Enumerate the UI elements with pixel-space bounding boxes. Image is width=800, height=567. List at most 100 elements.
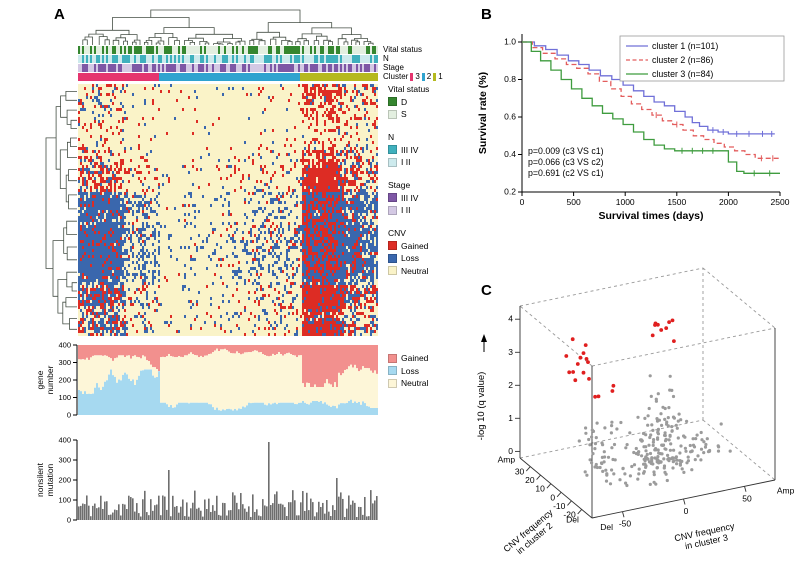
- svg-text:mutation: mutation: [45, 463, 55, 496]
- svg-text:number: number: [45, 365, 55, 394]
- svg-text:0: 0: [550, 492, 555, 502]
- svg-text:0: 0: [508, 446, 513, 456]
- x-amp-label: Amp: [777, 485, 795, 495]
- svg-text:0: 0: [67, 516, 71, 525]
- color-swatch: [388, 205, 397, 215]
- legend-title: Stage: [388, 180, 411, 190]
- row-dendrogram: [45, 91, 77, 330]
- svg-text:0.2: 0.2: [504, 187, 516, 197]
- color-swatch: [388, 253, 397, 263]
- svg-text:0.4: 0.4: [504, 149, 516, 159]
- legend-item: III IV: [388, 145, 418, 155]
- svg-text:1500: 1500: [667, 197, 686, 207]
- svg-text:2000: 2000: [719, 197, 738, 207]
- legend-item: Neutral: [388, 378, 428, 388]
- gene-number-chart: [78, 345, 378, 415]
- dendrogram-lines: [82, 9, 374, 45]
- cnv-3d-scatter-plot: 012343020100-10-20-50050AmpDelDelAmp-log…: [476, 267, 795, 562]
- color-swatch: [388, 157, 397, 167]
- svg-text:p=0.691 (c2 VS c1): p=0.691 (c2 VS c1): [528, 168, 604, 178]
- svg-text:p=0.066 (c3 VS c2): p=0.066 (c3 VS c2): [528, 157, 604, 167]
- survival-plot: 0 500 1000 1500 2000 2500 0.2 0.4 0.6 0.8 1.0 Survi…: [477, 34, 790, 222]
- y-del-label: Del: [566, 515, 579, 525]
- svg-text:nonsilent: nonsilent: [35, 462, 45, 497]
- legend-cnv: CNV Gained Loss Neutral: [388, 228, 428, 278]
- color-swatch: [388, 353, 397, 363]
- annotation-label-cluster: Cluster 3 2 1: [383, 72, 443, 81]
- cluster-2-swatch: [421, 72, 425, 81]
- legend-item-label: S: [401, 109, 407, 119]
- color-swatch: [388, 193, 397, 202]
- svg-text:400: 400: [58, 436, 71, 445]
- svg-text:4: 4: [508, 314, 513, 324]
- column-dendrogram: [82, 9, 374, 45]
- svg-text:100: 100: [58, 393, 71, 402]
- legend-item-label: III IV: [401, 144, 419, 155]
- legend-item-label: III IV: [401, 192, 419, 203]
- svg-text:200: 200: [58, 476, 71, 485]
- color-swatch: [388, 145, 397, 154]
- svg-text:2: 2: [508, 380, 513, 390]
- legend-item-label: Loss: [401, 253, 419, 263]
- legend-item: Gained: [388, 353, 428, 363]
- legend-title: N: [388, 132, 395, 142]
- annotation-label-n: N: [383, 54, 389, 63]
- svg-text:-50: -50: [619, 519, 632, 529]
- z-axis-title: -log 10 (q value): [476, 372, 487, 441]
- svg-text:300: 300: [58, 358, 71, 367]
- svg-text:10: 10: [535, 484, 545, 494]
- gene-number-axis: 0 100 200 300 400 gene number: [35, 341, 78, 420]
- scatter-points: [564, 318, 732, 488]
- y-axis-title: CNV frequencyin cluster 2: [501, 507, 561, 562]
- legend-item: Loss: [388, 253, 428, 263]
- svg-text:100: 100: [58, 496, 71, 505]
- svg-text:0: 0: [67, 411, 71, 420]
- annotation-label-text: Cluster: [383, 72, 409, 81]
- color-swatch: [388, 109, 397, 119]
- legend-item-label: D: [401, 96, 408, 107]
- legend-gene-number: Gained Loss Neutral: [388, 353, 428, 391]
- svg-text:2500: 2500: [771, 197, 790, 207]
- svg-text:cluster 3 (n=84): cluster 3 (n=84): [652, 69, 713, 79]
- color-swatch: [388, 97, 397, 106]
- legend-item: I II: [388, 205, 418, 215]
- legend-item-label: Loss: [401, 365, 419, 376]
- annotation-label-vital-status: Vital status: [383, 45, 422, 54]
- cluster-3-swatch: [410, 72, 414, 81]
- svg-text:p=0.009 (c3 VS c1): p=0.009 (c3 VS c1): [528, 146, 604, 156]
- legend: cluster 1 (n=101) cluster 2 (n=86) cluster…: [619, 35, 785, 82]
- legend-title: CNV: [388, 228, 406, 238]
- svg-text:1000: 1000: [616, 197, 635, 207]
- legend-vital-status: Vital status D S: [388, 84, 429, 122]
- svg-text:gene: gene: [35, 370, 45, 389]
- cnv-heatmap: [78, 84, 378, 336]
- svg-text:300: 300: [58, 456, 71, 465]
- curve: [522, 41, 775, 135]
- legend-item: S: [388, 109, 429, 119]
- svg-text:3: 3: [508, 347, 513, 357]
- curve: [522, 41, 780, 174]
- svg-text:500: 500: [567, 197, 581, 207]
- svg-text:0.6: 0.6: [504, 112, 516, 122]
- svg-text:1.0: 1.0: [504, 37, 516, 47]
- svg-text:200: 200: [58, 376, 71, 385]
- legend-item: Gained: [388, 241, 428, 251]
- annotation-label-text: Vital status: [383, 45, 422, 54]
- nonsilent-mutation-chart: [78, 440, 378, 520]
- y-amp-label: Amp: [498, 455, 516, 465]
- axes: 0 500 1000 1500 2000 2500 0.2 0.4 0.6 0.8 1.0 Survi…: [477, 34, 790, 222]
- axis: 0 100 200 300 400 gene number: [35, 341, 78, 420]
- z-axis-arrow: [481, 334, 487, 342]
- legend-item-label: Gained: [401, 240, 429, 251]
- svg-text:cluster 1 (n=101): cluster 1 (n=101): [652, 41, 718, 51]
- legend-item: III IV: [388, 193, 418, 203]
- cluster-1-key: 1: [438, 72, 443, 81]
- curve: [522, 41, 780, 159]
- svg-text:-10: -10: [553, 501, 566, 511]
- annotation-label-text: N: [383, 54, 389, 63]
- panel-b-label: B: [481, 6, 492, 23]
- y-axis-title: Survival rate (%): [477, 72, 489, 154]
- legend-stage: Stage III IV I II: [388, 180, 418, 218]
- legend-item-label: Neutral: [401, 265, 429, 276]
- x-axis-title: Survival times (days): [598, 210, 703, 222]
